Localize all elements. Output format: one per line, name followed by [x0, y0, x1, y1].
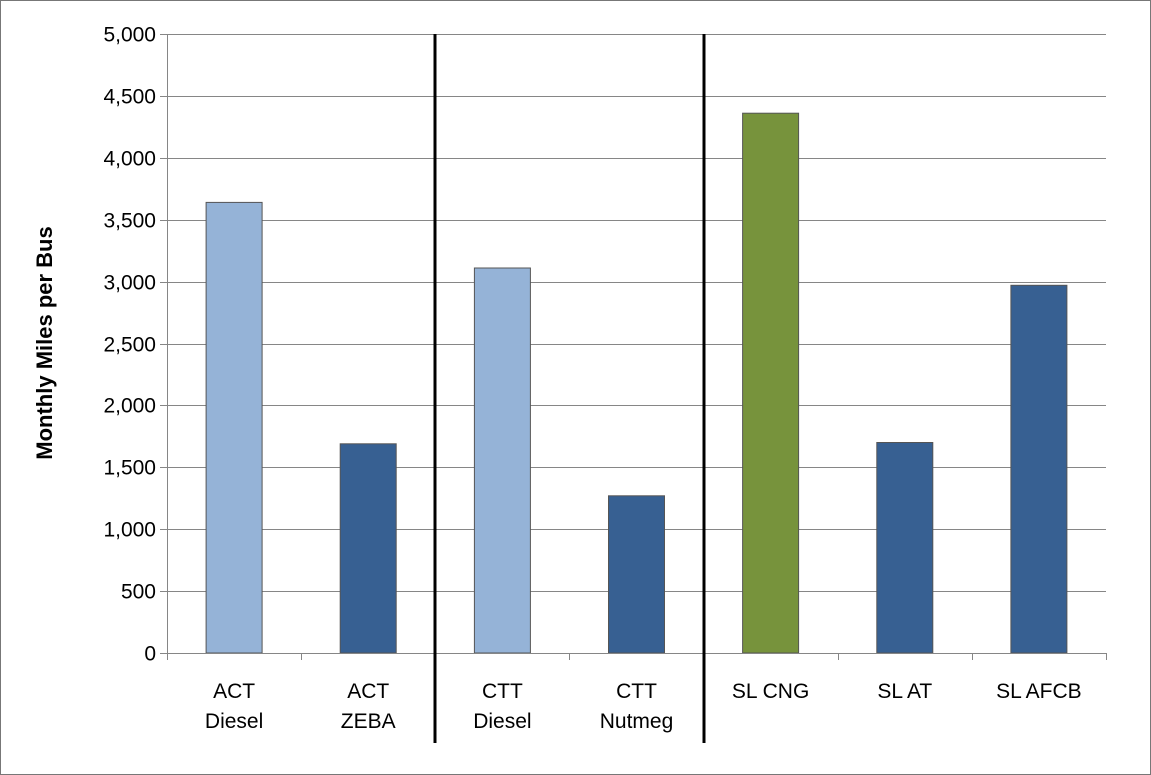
axes — [160, 34, 1107, 743]
x-tick-label-line: ZEBA — [341, 710, 396, 733]
x-tick-label-line: Diesel — [205, 710, 263, 733]
x-tick-labels: ACT Diesel ACT ZEBA CTT Diesel CTT Nutmeg SL CNG… — [205, 680, 1082, 733]
y-tick-label: 4,500 — [103, 86, 156, 109]
bar-ctt-nutmeg — [608, 495, 665, 654]
bar-act-zeba — [339, 443, 397, 654]
x-tick-label-act-zeba: ACT ZEBA — [341, 680, 396, 733]
gridlines — [167, 34, 1106, 592]
y-tick-label: 3,000 — [103, 272, 156, 295]
y-tick-label: 2,500 — [103, 334, 156, 357]
x-tick-label-line: ACT — [213, 680, 255, 703]
bar-sl-at — [876, 442, 934, 654]
x-tick-label-ctt-diesel: CTT Diesel — [473, 680, 531, 733]
x-tick-label-sl-cng: SL CNG — [732, 680, 809, 703]
y-tick-label: 1,500 — [103, 457, 156, 480]
x-tick-label-line: Nutmeg — [600, 710, 674, 733]
x-tick-label-line: SL CNG — [732, 680, 809, 703]
bars — [205, 112, 1068, 654]
x-tick-label-ctt-nutmeg: CTT Nutmeg — [600, 680, 674, 733]
y-tick-label: 2,000 — [103, 395, 156, 418]
bar-sl-afcb — [1010, 284, 1068, 654]
y-tick-label: 3,500 — [103, 210, 156, 233]
x-tick-label-act-diesel: ACT Diesel — [205, 680, 263, 733]
bar-sl-cng — [742, 112, 800, 654]
y-tick-label: 0 — [144, 643, 156, 666]
bar-ctt-diesel — [473, 267, 531, 654]
y-tick-label: 4,000 — [103, 148, 156, 171]
x-tick-label-line: CTT — [482, 680, 523, 703]
x-tick-label-line: CTT — [616, 680, 657, 703]
x-tick-label-line: SL AT — [877, 680, 932, 703]
x-tick-label-line: SL AFCB — [996, 680, 1082, 703]
y-tick-labels: 0 500 1,000 1,500 2,000 2,500 3,000 3,500 4,000 4… — [103, 24, 156, 666]
y-tick-label: 500 — [121, 581, 156, 604]
y-tick-label: 1,000 — [103, 519, 156, 542]
y-tick-label: 5,000 — [103, 24, 156, 47]
x-tick-label-line: ACT — [347, 680, 389, 703]
x-tick-label-sl-afcb: SL AFCB — [996, 680, 1082, 703]
y-axis-label: Monthly Miles per Bus — [32, 226, 57, 459]
x-tick-label-line: Diesel — [473, 710, 531, 733]
bar-act-diesel — [205, 201, 263, 654]
x-tick-label-sl-at: SL AT — [877, 680, 932, 703]
